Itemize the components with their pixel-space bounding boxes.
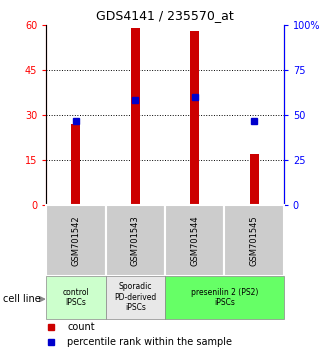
Bar — [250, 154, 259, 205]
Bar — [46, 205, 106, 276]
Text: GSM701545: GSM701545 — [249, 215, 259, 266]
Text: GSM701542: GSM701542 — [71, 215, 81, 266]
Bar — [72, 124, 81, 205]
Bar — [165, 276, 284, 319]
Text: presenilin 2 (PS2)
iPSCs: presenilin 2 (PS2) iPSCs — [191, 288, 258, 307]
Text: control
IPSCs: control IPSCs — [62, 288, 89, 307]
Text: GSM701544: GSM701544 — [190, 215, 199, 266]
Bar — [106, 205, 165, 276]
Text: Sporadic
PD-derived
iPSCs: Sporadic PD-derived iPSCs — [114, 282, 156, 312]
Bar — [165, 205, 224, 276]
Text: count: count — [67, 321, 95, 332]
Text: GSM701543: GSM701543 — [131, 215, 140, 266]
Bar — [46, 276, 106, 319]
Bar — [190, 31, 199, 205]
Bar — [106, 276, 165, 319]
Text: percentile rank within the sample: percentile rank within the sample — [67, 337, 232, 348]
Title: GDS4141 / 235570_at: GDS4141 / 235570_at — [96, 9, 234, 22]
Bar — [131, 28, 140, 205]
Text: cell line: cell line — [3, 294, 41, 304]
Bar — [224, 205, 284, 276]
